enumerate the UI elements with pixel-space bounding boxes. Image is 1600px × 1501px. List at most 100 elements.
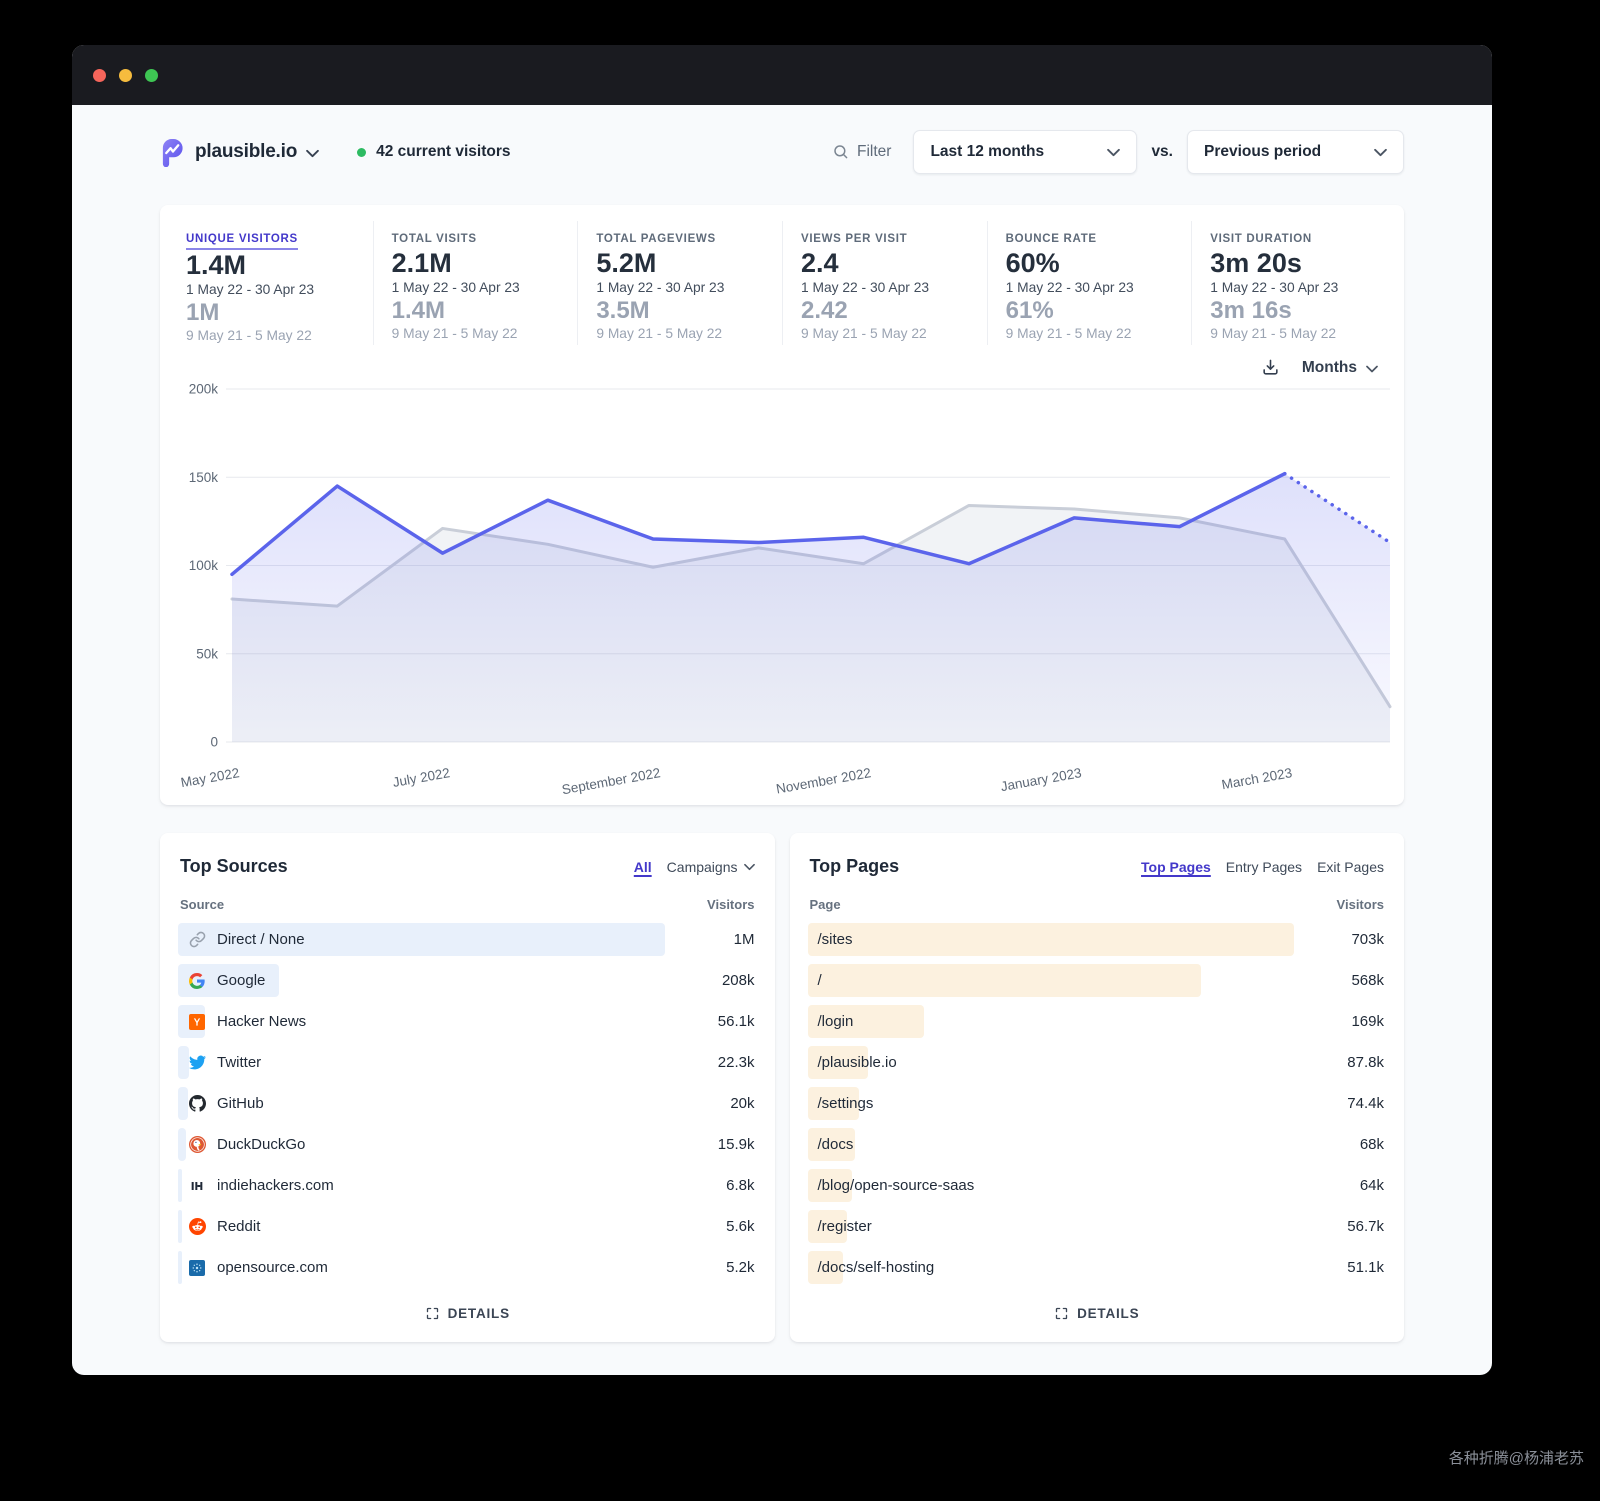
- svg-text:September 2022: September 2022: [561, 765, 662, 797]
- stat-total-visits[interactable]: TOTAL VISITS 2.1M 1 May 22 - 30 Apr 23 1.4M…: [372, 221, 578, 345]
- chevron-down-icon: [1366, 365, 1378, 372]
- source-label[interactable]: opensource.com: [217, 1259, 328, 1276]
- stat-value: 3m 20s: [1210, 248, 1302, 278]
- page-row[interactable]: /settings 74.4k: [807, 1083, 1387, 1124]
- site-name[interactable]: plausible.io: [195, 141, 298, 162]
- titlebar: [72, 45, 1492, 105]
- visitors-line-chart[interactable]: 0 50k 100k 150k 200k May 2022 July 2022 Septemb…: [160, 377, 1408, 805]
- top-header: plausible.io 42 current visitors Filter …: [160, 129, 1404, 175]
- sources-details-button[interactable]: DETAILS: [178, 1297, 757, 1330]
- stat-value: 5.2M: [596, 248, 657, 278]
- page-label[interactable]: /: [817, 972, 822, 989]
- stat-visit-duration[interactable]: VISIT DURATION 3m 20s 1 May 22 - 30 Apr 23…: [1191, 221, 1396, 345]
- stat-bounce-rate[interactable]: BOUNCE RATE 60% 1 May 22 - 30 Apr 23 61% 9 M…: [986, 221, 1192, 345]
- stat-prev-range: 9 May 21 - 5 May 22: [186, 328, 312, 343]
- source-visitors-value: 6.8k: [726, 1177, 755, 1194]
- source-row[interactable]: indiehackers.com 6.8k: [178, 1165, 757, 1206]
- page-row[interactable]: /docs/self-hosting 51.1k: [807, 1247, 1387, 1288]
- page-label[interactable]: /sites: [817, 931, 853, 948]
- expand-icon: [426, 1307, 438, 1320]
- source-label[interactable]: Google: [217, 972, 266, 989]
- source-row[interactable]: DuckDuckGo 15.9k: [178, 1124, 757, 1165]
- download-button[interactable]: [1261, 358, 1280, 377]
- column-header-visitors: Visitors: [707, 897, 755, 912]
- tab-top-pages[interactable]: Top Pages: [1141, 859, 1211, 875]
- source-row[interactable]: Hacker News 56.1k: [178, 1001, 757, 1042]
- stat-range: 1 May 22 - 30 Apr 23: [596, 280, 725, 295]
- source-label[interactable]: DuckDuckGo: [217, 1136, 306, 1153]
- page-bar: [807, 1128, 855, 1161]
- svg-text:March 2023: March 2023: [1220, 765, 1293, 792]
- interval-select[interactable]: Months: [1302, 359, 1378, 377]
- zoom-window-button[interactable]: [145, 68, 158, 82]
- date-range-select[interactable]: Last 12 months: [913, 130, 1138, 174]
- page-visitors-value: 87.8k: [1347, 1054, 1384, 1071]
- page-label[interactable]: /docs: [817, 1136, 854, 1153]
- stat-unique-visitors[interactable]: UNIQUE VISITORS 1.4M 1 May 22 - 30 Apr 23 1…: [168, 221, 373, 345]
- page-row[interactable]: /login 169k: [807, 1001, 1387, 1042]
- minimize-window-button[interactable]: [119, 68, 132, 82]
- source-label[interactable]: GitHub: [217, 1095, 264, 1112]
- source-row[interactable]: Google 208k: [178, 960, 757, 1001]
- svg-text:50k: 50k: [196, 646, 218, 661]
- stat-prev-value: 2.42: [800, 297, 848, 324]
- stat-label[interactable]: VISIT DURATION: [1210, 233, 1312, 245]
- stat-total-pageviews[interactable]: TOTAL PAGEVIEWS 5.2M 1 May 22 - 30 Apr 23 3…: [577, 221, 782, 345]
- stat-label[interactable]: TOTAL PAGEVIEWS: [596, 233, 716, 245]
- page-label[interactable]: /blog/open-source-saas: [817, 1177, 975, 1194]
- source-row[interactable]: Direct / None 1M: [178, 919, 757, 960]
- page-label[interactable]: /settings: [817, 1095, 874, 1112]
- column-header-visitors: Visitors: [1336, 897, 1384, 912]
- source-bar: [178, 1087, 188, 1120]
- page-label[interactable]: /login: [817, 1013, 854, 1030]
- stat-label[interactable]: UNIQUE VISITORS: [186, 233, 298, 250]
- page-row[interactable]: / 568k: [807, 960, 1387, 1001]
- stat-views-per-visit[interactable]: VIEWS PER VISIT 2.4 1 May 22 - 30 Apr 23 2.…: [781, 221, 987, 345]
- page-visitors-value: 51.1k: [1347, 1259, 1384, 1276]
- vs-label: vs.: [1151, 143, 1173, 160]
- tab-exit-pages[interactable]: Exit Pages: [1317, 859, 1384, 875]
- source-row[interactable]: opensource.com 5.2k: [178, 1247, 757, 1288]
- svg-text:0: 0: [210, 735, 218, 750]
- page-label[interactable]: /register: [817, 1218, 872, 1235]
- source-label[interactable]: indiehackers.com: [217, 1177, 334, 1194]
- page-row[interactable]: /plausible.io 87.8k: [807, 1042, 1387, 1083]
- top-pages-panel: Top Pages Top Pages Entry Pages Exit Pag…: [789, 833, 1404, 1342]
- page-visitors-value: 568k: [1351, 972, 1384, 989]
- source-label[interactable]: Direct / None: [217, 931, 305, 948]
- page-row[interactable]: /register 56.7k: [807, 1206, 1387, 1247]
- site-switcher-chevron-down-icon[interactable]: [306, 149, 319, 158]
- stat-prev-range: 9 May 21 - 5 May 22: [391, 326, 518, 341]
- source-label[interactable]: Twitter: [217, 1054, 262, 1071]
- page-bar: [807, 1087, 860, 1120]
- stat-label[interactable]: VIEWS PER VISIT: [800, 233, 908, 245]
- svg-text:100k: 100k: [189, 558, 219, 573]
- chevron-down-icon: [1374, 148, 1387, 156]
- page-label[interactable]: /docs/self-hosting: [817, 1259, 935, 1276]
- tab-sources-all[interactable]: All: [633, 859, 652, 875]
- page-row[interactable]: /blog/open-source-saas 64k: [807, 1165, 1387, 1206]
- source-row[interactable]: Twitter 22.3k: [178, 1042, 757, 1083]
- link-icon: [188, 931, 206, 949]
- tab-entry-pages[interactable]: Entry Pages: [1225, 859, 1303, 875]
- page-visitors-value: 68k: [1359, 1136, 1384, 1153]
- page-label[interactable]: /plausible.io: [817, 1054, 897, 1071]
- filter-button[interactable]: Filter: [832, 143, 891, 161]
- page-row[interactable]: /sites 703k: [807, 919, 1387, 960]
- current-visitors[interactable]: 42 current visitors: [357, 143, 511, 161]
- stat-label[interactable]: BOUNCE RATE: [1005, 233, 1097, 245]
- source-bar: [178, 1046, 189, 1079]
- tab-sources-campaigns[interactable]: Campaigns: [667, 859, 755, 875]
- source-row[interactable]: GitHub 20k: [178, 1083, 757, 1124]
- source-label[interactable]: Hacker News: [217, 1013, 307, 1030]
- comparison-select[interactable]: Previous period: [1187, 130, 1404, 174]
- pages-details-button[interactable]: DETAILS: [808, 1297, 1387, 1330]
- app-window: plausible.io 42 current visitors Filter …: [72, 45, 1492, 1375]
- stat-label[interactable]: TOTAL VISITS: [391, 233, 477, 245]
- source-bar: [178, 964, 280, 997]
- page-row[interactable]: /docs 68k: [807, 1124, 1387, 1165]
- source-label[interactable]: Reddit: [217, 1218, 261, 1235]
- source-row[interactable]: Reddit 5.6k: [178, 1206, 757, 1247]
- close-window-button[interactable]: [93, 68, 106, 82]
- page-visitors-value: 64k: [1359, 1177, 1384, 1194]
